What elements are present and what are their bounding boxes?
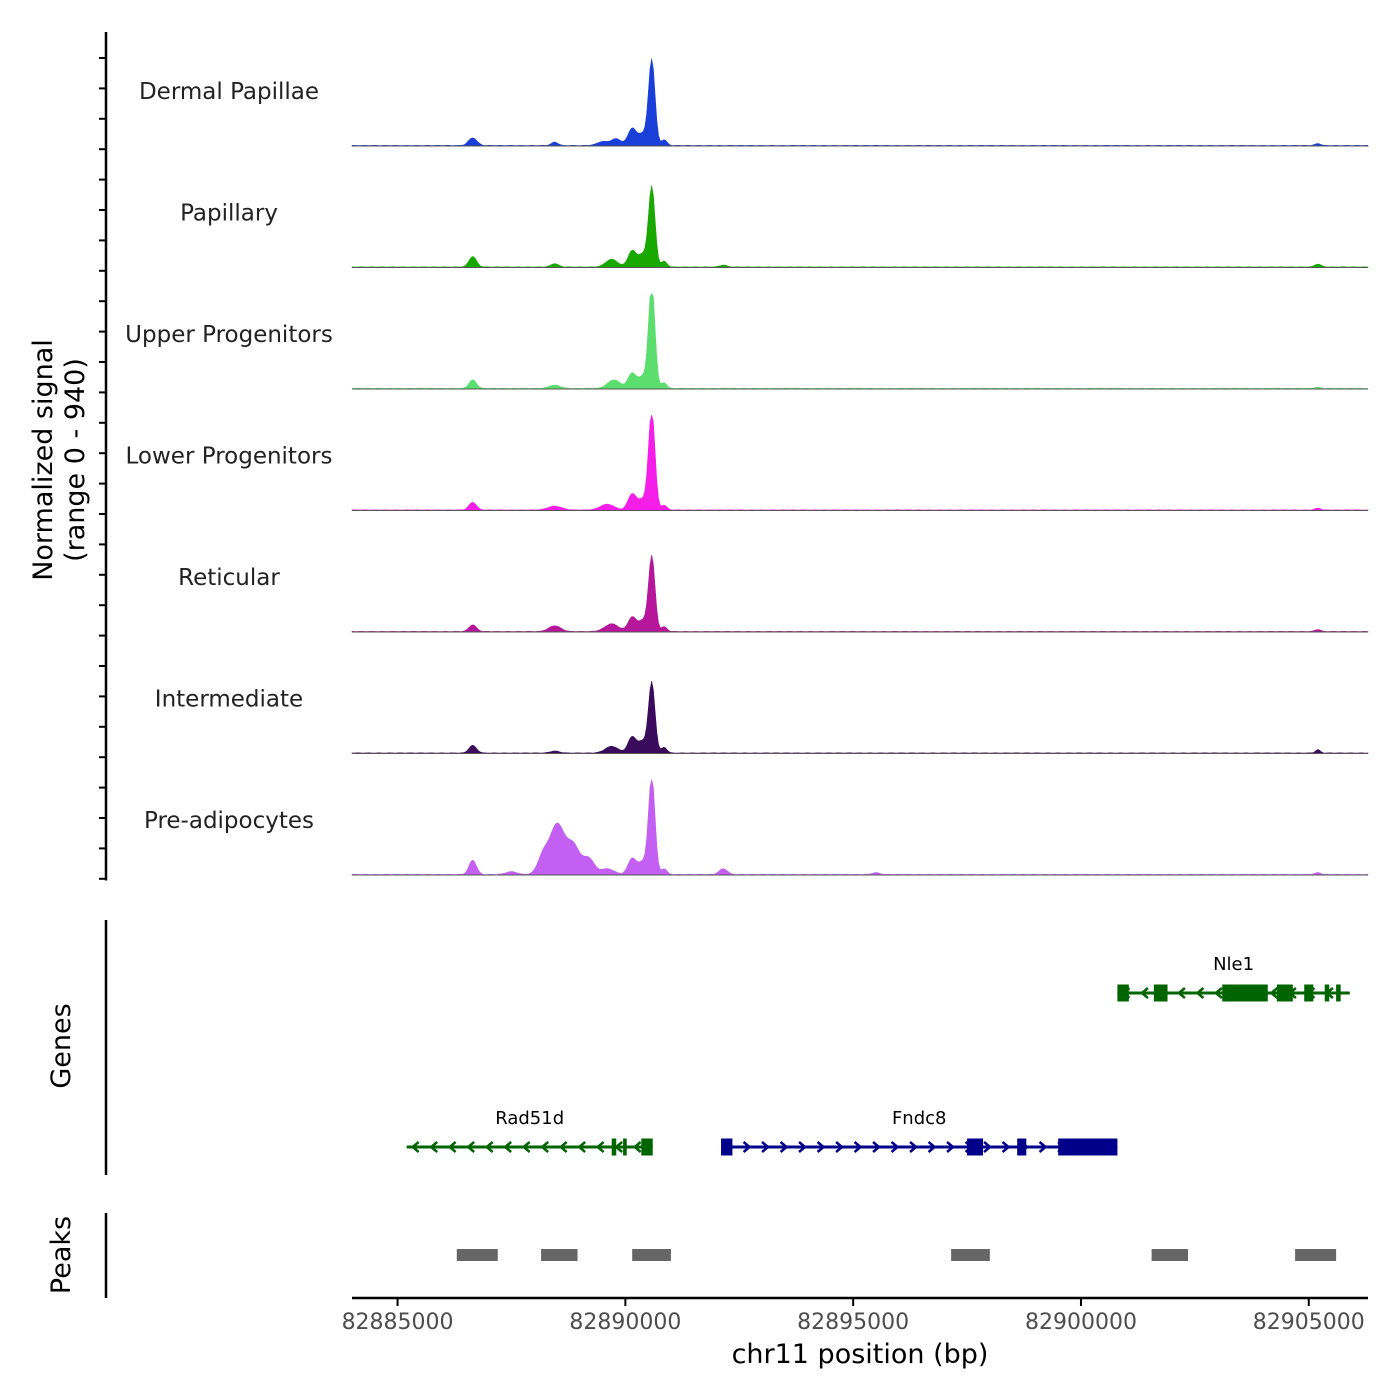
coverage-area: [351, 185, 1369, 268]
gene-exon: [1153, 984, 1168, 1002]
strand-arrow: [816, 1141, 826, 1153]
track-label: Pre-adipocytes: [144, 808, 314, 834]
coverage-track: Papillary: [180, 185, 1369, 268]
strand-arrow: [521, 1141, 531, 1153]
genes-y-axis-label: Genes: [46, 1003, 77, 1088]
strand-arrow: [577, 1141, 586, 1153]
gene-exon: [1117, 984, 1129, 1002]
gene-exon: [641, 1138, 653, 1156]
gene-exon: [721, 1138, 733, 1156]
strand-arrow: [1038, 1141, 1048, 1153]
coverage-y-label-line1: Normalized signal: [28, 339, 59, 581]
strand-arrow: [835, 1141, 844, 1153]
coverage-y-axis: [99, 32, 108, 881]
strand-arrow: [1269, 987, 1279, 999]
gene-exon: [1222, 984, 1268, 1002]
gene-label: Rad51d: [495, 1108, 564, 1129]
gene-exon: [1058, 1138, 1118, 1156]
coverage-area: [351, 680, 1369, 754]
strand-arrow: [890, 1141, 900, 1153]
peak-region: [541, 1249, 578, 1261]
strand-arrow: [909, 1141, 918, 1153]
strand-arrow: [447, 1141, 457, 1153]
coverage-area: [351, 779, 1369, 876]
gene-exon: [611, 1138, 617, 1156]
gene: Rad51d: [406, 1108, 653, 1156]
coverage-track: Reticular: [178, 554, 1369, 633]
strand-arrow: [872, 1141, 881, 1153]
track-label: Reticular: [178, 565, 280, 591]
gene-exon: [1017, 1138, 1027, 1156]
coverage-track: Pre-adipocytes: [144, 779, 1369, 876]
strand-arrow: [540, 1141, 549, 1153]
strand-arrow: [779, 1141, 789, 1153]
strand-arrow: [1139, 987, 1149, 999]
gene-label: Nle1: [1213, 954, 1254, 975]
coverage-area: [351, 292, 1369, 390]
x-tick-label: 82905000: [1253, 1310, 1365, 1335]
strand-arrow: [484, 1141, 494, 1153]
gene-exon: [1304, 984, 1314, 1002]
x-axis-label: chr11 position (bp): [732, 1339, 989, 1370]
track-label: Dermal Papillae: [139, 79, 319, 105]
track-label: Lower Progenitors: [126, 444, 333, 470]
strand-arrow: [410, 1141, 420, 1153]
strand-arrow: [1176, 987, 1186, 999]
peaks-y-axis-label: Peaks: [46, 1216, 77, 1294]
gene-exon: [967, 1138, 984, 1156]
gene: Fndc8: [721, 1108, 1118, 1156]
x-tick-label: 82900000: [1025, 1310, 1137, 1335]
strand-arrow: [595, 1141, 605, 1153]
strand-arrow: [798, 1141, 807, 1153]
strand-arrow: [853, 1141, 863, 1153]
strand-arrow: [632, 1141, 642, 1153]
gene-label: Fndc8: [892, 1108, 947, 1129]
strand-arrow: [1213, 987, 1223, 999]
coverage-panel: Dermal Papillae Papillary Upper Progenitor…: [125, 58, 1369, 876]
strand-arrow: [927, 1141, 937, 1153]
coverage-y-axis-label: Normalized signal: [28, 339, 59, 581]
strand-arrow: [742, 1141, 752, 1153]
coverage-y-label-line2: (range 0 - 940): [60, 358, 91, 562]
genes-panel: Nle1 Rad51d Fndc8: [406, 954, 1350, 1156]
strand-arrow: [1001, 1141, 1011, 1153]
track-label: Papillary: [180, 201, 278, 227]
coverage-track: Lower Progenitors: [126, 414, 1369, 511]
track-label: Upper Progenitors: [125, 322, 333, 348]
strand-arrow: [558, 1141, 568, 1153]
gene: Nle1: [1117, 954, 1350, 1002]
coverage-area: [351, 414, 1369, 511]
gene-exon: [1276, 984, 1293, 1002]
gene-exon: [623, 1138, 627, 1156]
peak-region: [456, 1249, 498, 1261]
strand-arrow: [761, 1141, 770, 1153]
peak-region: [1295, 1249, 1337, 1261]
coverage-area: [351, 58, 1369, 147]
x-tick-label: 82890000: [569, 1310, 681, 1335]
peak-region: [1151, 1249, 1189, 1261]
peak-region: [951, 1249, 990, 1261]
peaks-panel: [456, 1249, 1337, 1261]
coverage-track: Upper Progenitors: [125, 292, 1369, 390]
coverage-area: [351, 554, 1369, 633]
coverage-track: Dermal Papillae: [139, 58, 1369, 147]
peak-region: [632, 1249, 671, 1261]
x-tick-label: 82895000: [797, 1310, 909, 1335]
strand-arrow: [1195, 987, 1205, 999]
coverage-track: Intermediate: [155, 680, 1369, 754]
strand-arrow: [429, 1141, 438, 1153]
x-tick-label: 82885000: [342, 1310, 454, 1335]
strand-arrow: [946, 1141, 955, 1153]
coverage-y-axis-label-range: (range 0 - 940): [60, 358, 91, 562]
gene-exon: [1324, 984, 1330, 1002]
strand-arrow: [503, 1141, 512, 1153]
gene-exon: [1336, 984, 1341, 1002]
strand-arrow: [983, 1141, 992, 1153]
track-label: Intermediate: [155, 687, 303, 713]
x-axis: 82885000 82890000 82895000 82900000 82905000: [342, 1296, 1368, 1335]
strand-arrow: [466, 1141, 475, 1153]
